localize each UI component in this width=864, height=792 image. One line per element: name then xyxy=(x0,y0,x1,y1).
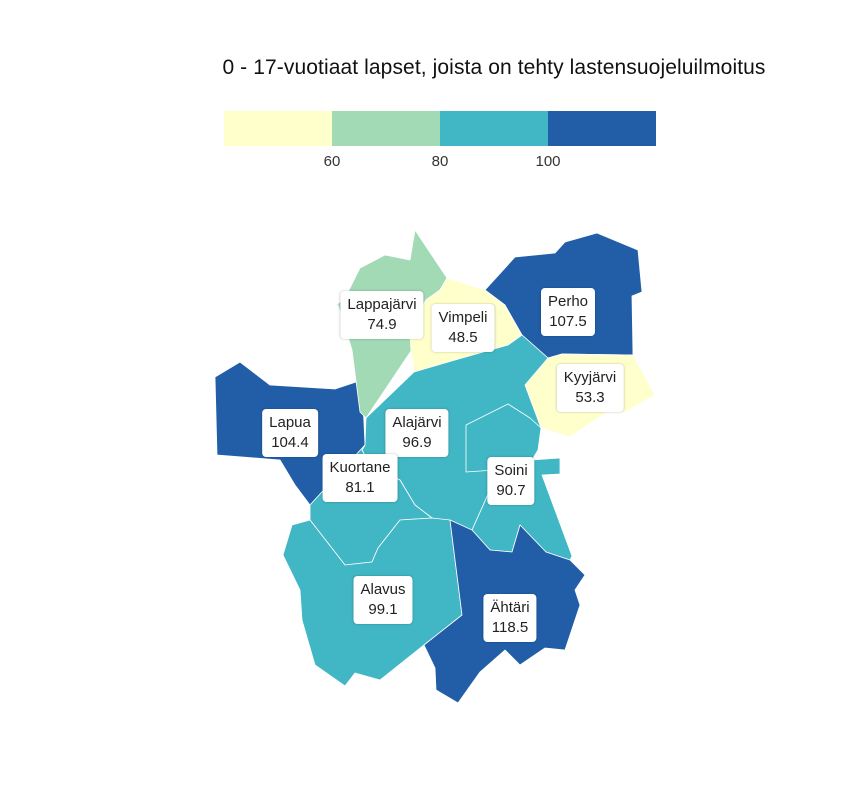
region-value: 81.1 xyxy=(345,479,375,496)
color-legend: 60 80 100 xyxy=(224,111,656,181)
legend-swatch-4 xyxy=(548,111,656,146)
label-alavus: Alavus 99.1 xyxy=(353,576,413,624)
region-name: Vimpeli xyxy=(438,309,488,326)
region-name: Soini xyxy=(494,462,528,479)
legend-swatch-1 xyxy=(224,111,332,146)
legend-swatch-2 xyxy=(332,111,440,146)
region-name: Kuortane xyxy=(329,459,391,476)
region-name: Alavus xyxy=(360,581,406,598)
legend-tick-60: 60 xyxy=(323,153,341,170)
region-value: 107.5 xyxy=(549,313,587,330)
label-vimpeli: Vimpeli 48.5 xyxy=(431,304,495,352)
legend-tick-100: 100 xyxy=(535,153,561,170)
region-value: 104.4 xyxy=(271,434,309,451)
region-value: 96.9 xyxy=(402,434,432,451)
label-kuortane: Kuortane 81.1 xyxy=(322,454,398,502)
label-kyyjarvi: Kyyjärvi 53.3 xyxy=(556,364,624,412)
region-value: 48.5 xyxy=(448,329,478,346)
label-lappajarvi: Lappajärvi 74.9 xyxy=(340,291,424,339)
region-value: 90.7 xyxy=(496,482,526,499)
label-alajarvi: Alajärvi 96.9 xyxy=(385,409,449,457)
region-name: Alajärvi xyxy=(392,414,442,431)
region-name: Lapua xyxy=(269,414,311,431)
label-ahtari: Ähtäri 118.5 xyxy=(483,594,537,642)
label-soini: Soini 90.7 xyxy=(487,457,535,505)
legend-tick-80: 80 xyxy=(431,153,449,170)
region-name: Perho xyxy=(547,293,589,310)
label-lapua: Lapua 104.4 xyxy=(262,409,318,457)
region-value: 74.9 xyxy=(367,316,397,333)
region-value: 53.3 xyxy=(575,389,605,406)
region-name: Ähtäri xyxy=(490,599,530,616)
legend-swatch-3 xyxy=(440,111,548,146)
region-value: 99.1 xyxy=(368,601,398,618)
region-value: 118.5 xyxy=(491,619,529,636)
region-name: Lappajärvi xyxy=(347,296,417,313)
region-name: Kyyjärvi xyxy=(563,369,617,386)
map-title: 0 - 17-vuotiaat lapset, joista on tehty … xyxy=(222,56,766,79)
label-perho: Perho 107.5 xyxy=(540,288,596,336)
